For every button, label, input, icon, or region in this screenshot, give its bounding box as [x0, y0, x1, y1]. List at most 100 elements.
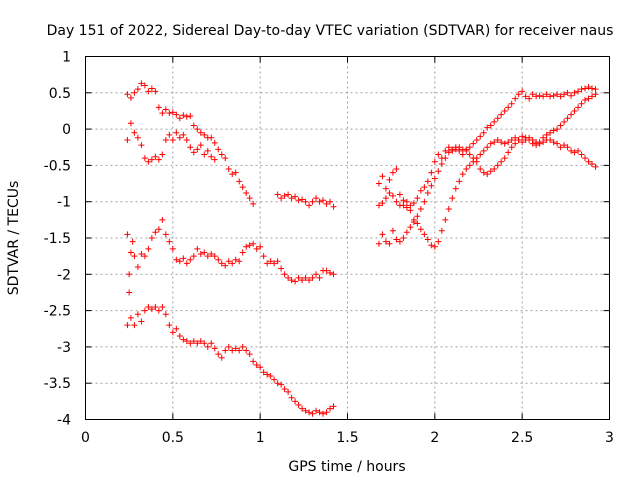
data-point-marker	[194, 126, 201, 133]
data-point-marker	[285, 191, 292, 198]
data-point-marker	[529, 140, 536, 147]
data-point-marker	[487, 140, 494, 147]
data-point-marker	[491, 118, 498, 125]
data-point-marker	[400, 197, 407, 204]
y-tick-label: 0	[62, 122, 71, 138]
data-point-marker	[222, 347, 229, 354]
data-point-marker	[379, 173, 386, 180]
data-point-marker	[498, 111, 505, 118]
data-point-marker	[306, 202, 313, 209]
data-point-marker	[407, 207, 414, 214]
data-point-marker	[452, 146, 459, 153]
data-point-marker	[264, 371, 271, 378]
data-point-marker	[162, 311, 169, 318]
data-point-marker	[239, 343, 246, 350]
data-point-marker	[215, 351, 222, 358]
data-point-marker	[292, 278, 299, 285]
data-point-marker	[575, 104, 582, 111]
data-point-marker	[281, 192, 288, 199]
y-tick-label: -2	[57, 267, 71, 283]
data-point-marker	[578, 100, 585, 107]
data-point-marker	[393, 166, 400, 173]
data-point-marker	[180, 131, 187, 138]
data-point-marker	[424, 236, 431, 243]
data-point-marker	[396, 191, 403, 198]
data-point-marker	[134, 264, 141, 271]
data-point-marker	[250, 200, 257, 207]
data-point-marker	[250, 358, 257, 365]
data-point-marker	[176, 258, 183, 265]
data-point-marker	[589, 85, 596, 92]
data-point-marker	[225, 343, 232, 350]
data-point-marker	[428, 242, 435, 249]
data-point-marker	[138, 80, 145, 87]
data-point-marker	[169, 109, 176, 116]
data-point-marker	[445, 205, 452, 212]
data-point-marker	[414, 213, 421, 220]
data-point-marker	[442, 216, 449, 223]
data-point-marker	[466, 144, 473, 151]
data-point-marker	[484, 144, 491, 151]
data-point-marker	[218, 260, 225, 267]
data-point-marker	[508, 144, 515, 151]
data-point-marker	[222, 155, 229, 162]
data-point-marker	[393, 236, 400, 243]
y-tick-label: 1	[62, 50, 71, 66]
series-track-a-lower	[124, 120, 218, 165]
data-point-marker	[459, 151, 466, 158]
data-point-marker	[410, 219, 417, 226]
data-point-marker	[522, 93, 529, 100]
data-point-marker	[152, 88, 159, 95]
data-point-marker	[316, 274, 323, 281]
y-tick-label: -1.5	[44, 231, 71, 247]
data-point-marker	[589, 160, 596, 167]
data-point-marker	[382, 185, 389, 192]
data-point-marker	[438, 160, 445, 167]
data-point-marker	[445, 144, 452, 151]
data-point-marker	[571, 149, 578, 156]
data-point-marker	[386, 189, 393, 196]
data-point-marker	[557, 144, 564, 151]
data-point-marker	[211, 156, 218, 163]
y-tick-label: -2.5	[44, 304, 71, 320]
data-point-marker	[313, 271, 320, 278]
series-track-f	[375, 91, 599, 247]
data-point-marker	[379, 231, 386, 238]
data-point-marker	[487, 122, 494, 129]
data-point-marker	[187, 340, 194, 347]
data-point-marker	[253, 245, 260, 252]
data-point-marker	[543, 131, 550, 138]
data-point-marker	[180, 336, 187, 343]
data-point-marker	[505, 104, 512, 111]
data-point-marker	[141, 82, 148, 89]
data-point-marker	[309, 274, 316, 281]
series-track-c	[124, 289, 337, 417]
data-point-marker	[176, 115, 183, 122]
data-point-marker	[225, 166, 232, 173]
data-point-marker	[131, 253, 138, 260]
data-point-marker	[138, 142, 145, 149]
data-point-marker	[554, 140, 561, 147]
data-point-marker	[554, 126, 561, 133]
data-point-marker	[271, 260, 278, 267]
y-tick-label: -3.5	[44, 376, 71, 392]
data-point-marker	[508, 100, 515, 107]
data-point-marker	[187, 113, 194, 120]
data-point-marker	[480, 129, 487, 136]
series-track-d	[375, 83, 599, 209]
x-axis-label: GPS time / hours	[288, 459, 405, 475]
data-point-marker	[257, 243, 264, 250]
data-point-marker	[197, 142, 204, 149]
data-point-marker	[519, 139, 526, 146]
data-point-marker	[166, 322, 173, 329]
data-point-marker	[208, 340, 215, 347]
data-point-marker	[571, 107, 578, 114]
data-point-marker	[320, 197, 327, 204]
data-point-marker	[309, 198, 316, 205]
data-point-marker	[173, 256, 180, 263]
data-point-marker	[564, 115, 571, 122]
data-point-marker	[204, 147, 211, 154]
data-point-marker	[169, 245, 176, 252]
data-point-marker	[505, 149, 512, 156]
data-point-marker	[243, 347, 250, 354]
